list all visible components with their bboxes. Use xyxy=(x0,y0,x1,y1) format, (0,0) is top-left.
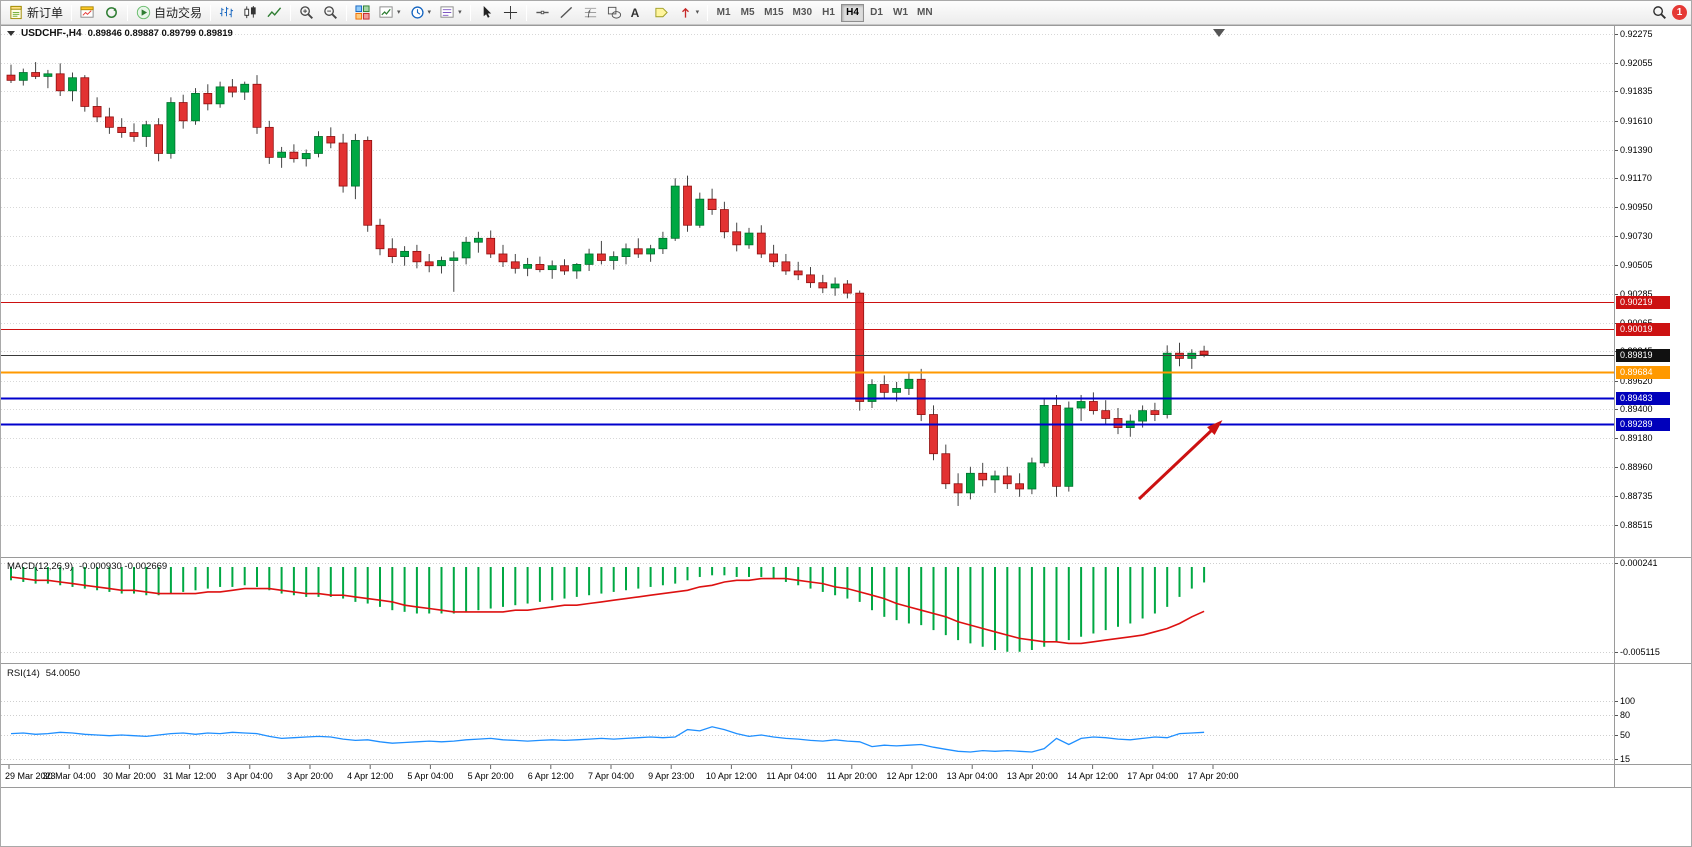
search-button[interactable] xyxy=(1648,3,1671,23)
shapes-icon xyxy=(607,6,621,19)
text-label-icon xyxy=(654,7,668,18)
rsi-name: RSI(14) xyxy=(7,668,40,679)
templates-button[interactable]: ▾ xyxy=(436,3,466,23)
rsi-value: 54.0050 xyxy=(45,668,81,679)
line-chart-icon xyxy=(267,7,282,18)
autotrading-label: 自动交易 xyxy=(154,6,203,20)
horizontal-line-icon xyxy=(535,10,549,15)
toolbar-separator xyxy=(707,4,709,21)
timeframe-button-m30[interactable]: M30 xyxy=(789,4,816,22)
line-chart-button[interactable] xyxy=(263,3,286,23)
chart-shift-icon[interactable] xyxy=(1213,29,1225,37)
clock-icon xyxy=(410,6,424,19)
indicators-button[interactable]: ▾ xyxy=(375,3,405,23)
trendline-button[interactable] xyxy=(555,3,578,23)
timeframe-button-m15[interactable]: M15 xyxy=(760,4,787,22)
cursor-button[interactable] xyxy=(475,3,498,23)
toolbar-separator xyxy=(127,4,129,21)
timeframe-group: M1 M5 M15 M30 H1 H4 D1 W1 MN xyxy=(712,3,937,22)
notification-badge[interactable]: 1 xyxy=(1672,5,1687,20)
refresh-button[interactable] xyxy=(100,3,123,23)
cursor-icon xyxy=(483,5,491,18)
rsi-line xyxy=(10,726,1205,753)
macd-histogram xyxy=(10,567,1206,652)
refresh-icon xyxy=(106,7,117,18)
chart-title: USDCHF-,H4 0.89846 0.89887 0.89799 0.898… xyxy=(7,28,233,39)
search-icon xyxy=(1653,6,1666,19)
toolbar-separator xyxy=(210,4,212,21)
trendline-icon xyxy=(559,6,572,19)
template-icon xyxy=(440,6,454,18)
svg-text:f: f xyxy=(587,7,591,17)
horizontal-line-button[interactable] xyxy=(531,3,554,23)
timeframe-button-h1[interactable]: H1 xyxy=(817,4,840,22)
arrows-button[interactable]: ▾ xyxy=(674,3,704,23)
new-order-icon xyxy=(10,5,22,20)
toolbar-separator xyxy=(346,4,348,21)
chart-ohlc-values: 0.89846 0.89887 0.89799 0.89819 xyxy=(87,28,233,39)
text-label-button[interactable] xyxy=(650,3,673,23)
macd-values: -0.000930 -0.002669 xyxy=(79,561,168,572)
autotrading-play-icon xyxy=(136,5,151,20)
shapes-button[interactable] xyxy=(603,3,626,23)
toolbar-separator xyxy=(71,4,73,21)
candles-group xyxy=(6,62,1209,506)
indicators-icon xyxy=(379,6,393,18)
macd-name: MACD(12,26,9) xyxy=(7,561,73,572)
chart-symbol-period: USDCHF-,H4 xyxy=(21,28,82,39)
periods-button[interactable]: ▾ xyxy=(406,3,436,23)
zoom-in-button[interactable] xyxy=(295,3,318,23)
toolbar: 新订单 自动交易 xyxy=(1,1,1691,25)
zoom-in-icon xyxy=(300,6,314,19)
timeframe-button-h4[interactable]: H4 xyxy=(841,3,864,22)
zoom-out-icon xyxy=(324,6,338,19)
toolbar-separator xyxy=(525,4,527,21)
fibonacci-icon: f xyxy=(584,7,596,17)
text-icon: A xyxy=(630,5,640,20)
text-button[interactable]: A xyxy=(627,3,649,23)
timeframe-button-m1[interactable]: M1 xyxy=(712,4,735,22)
trend-arrow-head[interactable] xyxy=(1207,420,1223,436)
timeframe-button-d1[interactable]: D1 xyxy=(865,4,888,22)
new-order-button[interactable]: 新订单 xyxy=(5,3,67,23)
timeframe-button-mn[interactable]: MN xyxy=(913,4,937,22)
candlestick-chart-button[interactable] xyxy=(239,3,262,23)
autotrading-button[interactable]: 自动交易 xyxy=(132,3,206,23)
crosshair-icon xyxy=(503,5,517,20)
macd-signal-line xyxy=(10,576,1205,645)
timeframe-button-m5[interactable]: M5 xyxy=(736,4,759,22)
arrow-up-icon xyxy=(681,7,689,18)
tile-windows-button[interactable] xyxy=(351,3,374,23)
macd-label: MACD(12,26,9) -0.000930 -0.002669 xyxy=(7,561,167,572)
bar-chart-button[interactable] xyxy=(215,3,238,23)
price-gridlines xyxy=(1,34,1618,526)
toolbar-separator xyxy=(469,4,471,21)
chart-window-icon xyxy=(80,6,94,18)
toolbar-separator xyxy=(290,4,292,21)
crosshair-button[interactable] xyxy=(499,3,522,23)
new-order-label: 新订单 xyxy=(27,6,64,20)
collapse-indicators-icon[interactable] xyxy=(7,31,15,36)
tile-windows-icon xyxy=(355,5,370,20)
chevron-down-icon: ▾ xyxy=(695,9,700,16)
chevron-down-icon: ▾ xyxy=(458,9,462,16)
zoom-out-button[interactable] xyxy=(319,3,342,23)
timeframe-button-w1[interactable]: W1 xyxy=(889,4,912,22)
candlestick-chart-icon xyxy=(244,5,256,19)
rsi-label: RSI(14) 54.0050 xyxy=(7,668,80,679)
chart-window-button[interactable] xyxy=(76,3,99,23)
trend-arrow[interactable] xyxy=(1137,427,1215,501)
bar-chart-icon xyxy=(219,6,234,18)
chevron-down-icon: ▾ xyxy=(427,9,432,16)
chevron-down-icon: ▾ xyxy=(397,9,401,16)
fibonacci-button[interactable]: f xyxy=(579,3,602,23)
